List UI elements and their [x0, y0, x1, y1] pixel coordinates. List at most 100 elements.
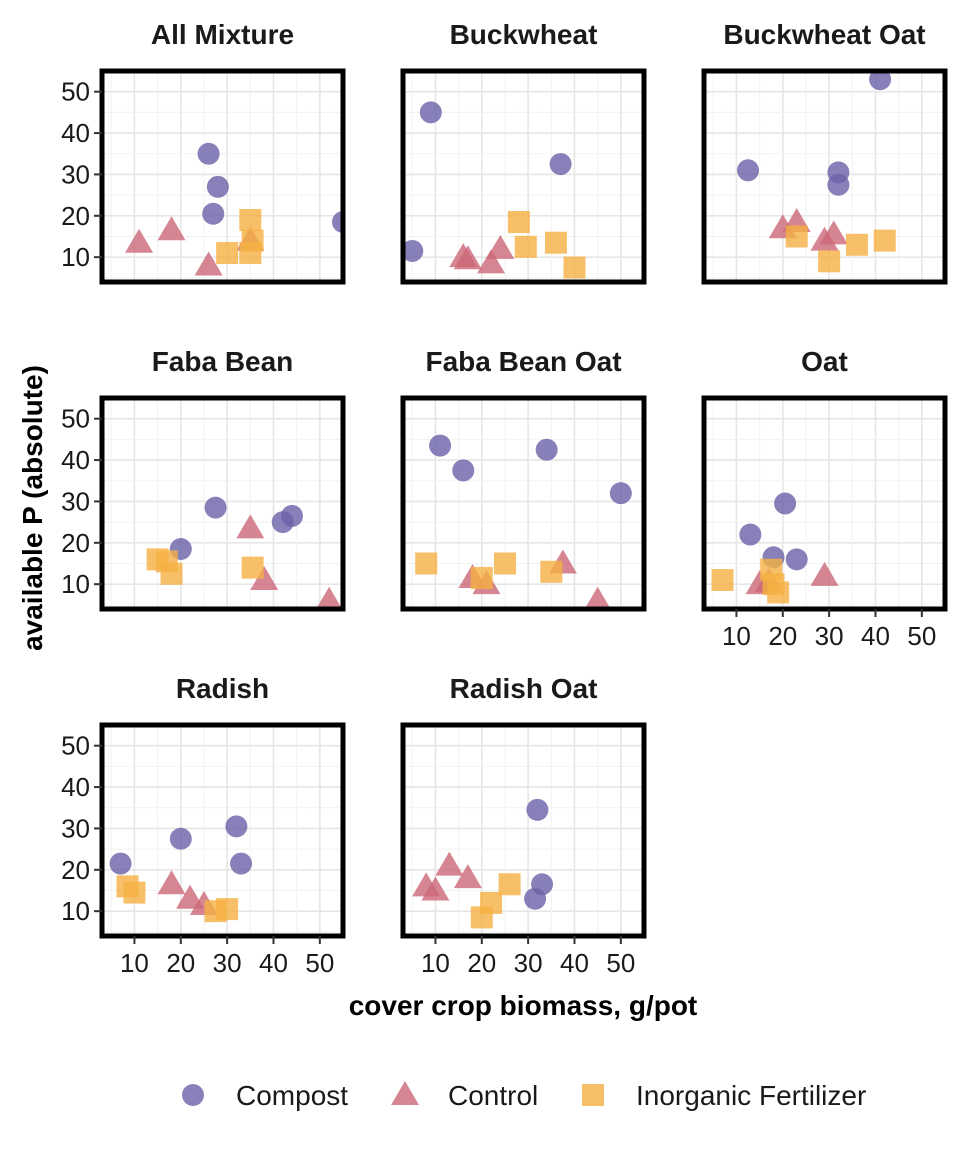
data-point-circle [774, 492, 797, 515]
data-point-triangle [176, 884, 205, 909]
panel-frame [99, 395, 346, 612]
data-point-square [873, 229, 896, 252]
data-point-square [544, 231, 567, 254]
data-point-square [123, 881, 146, 904]
data-point-triangle [125, 228, 154, 253]
x-tick-label: 40 [560, 948, 589, 978]
data-point-circle [332, 211, 343, 234]
legend-item-control: Control [391, 1080, 538, 1111]
x-tick-label: 10 [120, 948, 149, 978]
data-point-circle [197, 142, 220, 165]
panel-frame [99, 722, 346, 939]
data-point-triangle [316, 586, 343, 609]
panel-frame [99, 68, 346, 285]
data-point-square [818, 250, 841, 273]
x-tick-label: 10 [421, 948, 450, 978]
y-tick-label: 30 [61, 159, 90, 189]
data-point-square [514, 235, 537, 258]
data-point-triangle [250, 566, 279, 591]
x-tick-label: 50 [907, 621, 936, 651]
data-point-circle [785, 548, 808, 571]
panel-grid [403, 724, 645, 936]
data-point-circle [526, 798, 549, 821]
x-axis-title: cover crop biomass, g/pot [349, 990, 698, 1021]
panel-title: Oat [801, 346, 848, 377]
data-point-triangle [477, 249, 506, 274]
data-point-circle [202, 202, 225, 225]
panel-grid [102, 397, 344, 609]
data-point-square [711, 569, 734, 592]
data-point-triangle [584, 586, 611, 609]
panel-buckwheat: Buckwheat [400, 19, 647, 285]
chart-panels: All Mixture 10 20 30 40 50 Buckwheat Buckwheat … [61, 19, 948, 978]
x-tick-label: 20 [166, 948, 195, 978]
data-point-square [845, 233, 868, 256]
data-point-circle [452, 459, 475, 482]
data-point-circle [429, 434, 452, 457]
data-point-triangle [236, 514, 265, 539]
data-point-square [239, 208, 262, 231]
panel-frame [701, 68, 948, 285]
legend-item-inorganic-fertilizer: Inorganic Fertilizer [582, 1080, 866, 1111]
x-tick-label: 20 [467, 948, 496, 978]
data-point-square [470, 566, 493, 589]
data-point-circle [403, 239, 424, 262]
data-point-square [767, 581, 790, 604]
panel-grid [102, 724, 344, 936]
data-point-triangle [486, 234, 515, 259]
data-point-square [241, 556, 264, 579]
panel-points [125, 142, 343, 276]
data-point-circle [737, 159, 760, 182]
data-point-circle [549, 153, 572, 176]
y-tick-label: 50 [61, 404, 90, 434]
panel-frame [400, 722, 647, 939]
y-tick-label: 30 [61, 813, 90, 843]
panel-faba-bean-oat: Faba Bean Oat [400, 346, 647, 612]
y-tick-label: 40 [61, 772, 90, 802]
y-tick-label: 50 [61, 77, 90, 107]
y-tick-label: 10 [61, 242, 90, 272]
legend: Compost Control Inorganic Fertilizer [182, 1080, 866, 1111]
legend-label: Compost [236, 1080, 348, 1111]
data-point-circle [739, 523, 762, 546]
panel-all-mixture: All Mixture 10 20 30 40 50 [61, 19, 346, 285]
panel-title: Faba Bean [152, 346, 294, 377]
y-tick-label: 40 [61, 118, 90, 148]
panel-frame [400, 395, 647, 612]
legend-marker-circle [182, 1084, 204, 1106]
panel-title: Faba Bean Oat [425, 346, 621, 377]
data-point-square [493, 552, 516, 575]
y-tick-label: 20 [61, 528, 90, 558]
data-point-circle [869, 71, 892, 91]
panel-title: Radish Oat [450, 673, 598, 704]
panel-faba-bean: Faba Bean 10 20 30 40 50 [61, 346, 346, 612]
x-tick-label: 50 [305, 948, 334, 978]
data-point-triangle [194, 251, 223, 276]
data-point-triangle [819, 220, 848, 245]
y-axis-title: available P (absolute) [17, 365, 48, 651]
y-tick-label: 30 [61, 486, 90, 516]
x-tick-label: 30 [815, 621, 844, 651]
data-point-square [563, 256, 586, 279]
data-point-square [216, 898, 239, 921]
data-point-square [415, 552, 438, 575]
data-point-triangle [157, 216, 186, 241]
data-point-square [480, 891, 503, 914]
data-point-circle [230, 852, 253, 875]
y-tick-label: 20 [61, 201, 90, 231]
data-point-triangle [453, 864, 482, 889]
legend-item-compost: Compost [182, 1080, 348, 1111]
data-point-circle [281, 504, 304, 527]
data-point-triangle [435, 851, 464, 876]
data-point-square [540, 560, 563, 583]
panel-radish-oat: Radish Oat 10 20 30 40 50 [400, 673, 647, 978]
legend-marker-triangle [391, 1081, 419, 1105]
panel-title: Buckwheat [450, 19, 598, 50]
panel-title: Buckwheat Oat [723, 19, 925, 50]
data-point-circle [609, 482, 632, 505]
panel-points [403, 101, 586, 279]
x-tick-label: 40 [259, 948, 288, 978]
data-point-triangle [810, 561, 839, 586]
data-point-triangle [453, 245, 482, 270]
legend-label: Inorganic Fertilizer [636, 1080, 866, 1111]
